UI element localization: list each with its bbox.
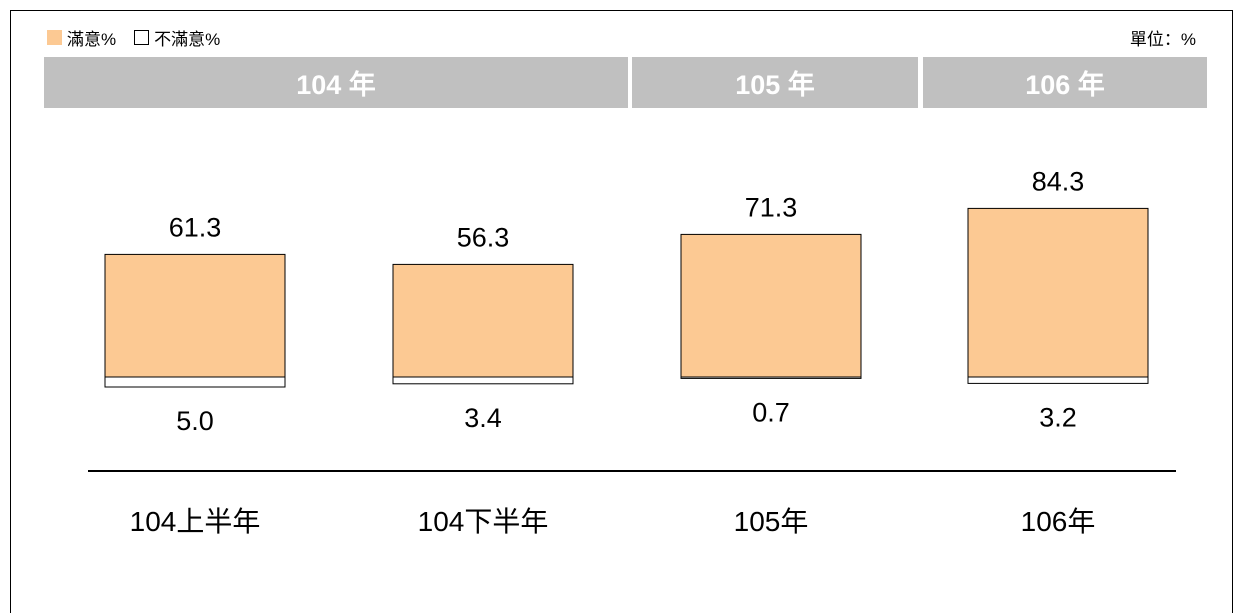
- legend-satisfied-label: 滿意%: [67, 30, 117, 49]
- satisfied-bar: [967, 207, 1149, 378]
- unsatisfied-bar: [967, 376, 1149, 384]
- legend: 滿意% 不滿意%: [47, 25, 238, 50]
- legend-item-satisfied: 滿意%: [47, 25, 116, 50]
- unsatisfied-bar: [104, 376, 286, 388]
- satisfied-swatch: [47, 30, 62, 45]
- unsatisfied-swatch: [134, 30, 150, 45]
- unsatisfied-bar: [680, 376, 862, 379]
- legend-unsatisfied-label: 不滿意%: [154, 30, 221, 49]
- unit-label: 單位：%: [1129, 30, 1196, 49]
- satisfied-value-label: 71.3: [745, 192, 798, 222]
- satisfied-value-label: 61.3: [169, 212, 222, 242]
- unsatisfied-bar: [392, 376, 574, 385]
- unsatisfied-value-label: 3.2: [1039, 402, 1077, 432]
- year-header-104: 104 年: [44, 57, 628, 108]
- satisfied-bar: [680, 233, 862, 378]
- year-header-105: 105 年: [632, 57, 918, 108]
- category-label: 104下半年: [418, 506, 549, 537]
- satisfied-bar: [392, 263, 574, 378]
- category-label: 104上半年: [130, 506, 261, 537]
- satisfied-value-label: 56.3: [457, 222, 510, 252]
- unsatisfied-value-label: 0.7: [752, 397, 790, 427]
- unsatisfied-value-label: 3.4: [464, 403, 502, 433]
- year-header-106: 106 年: [923, 57, 1207, 108]
- category-label: 105年: [734, 506, 809, 537]
- chart-frame: [10, 10, 1233, 613]
- satisfied-value-label: 84.3: [1032, 166, 1085, 196]
- satisfied-bar: [104, 253, 286, 378]
- legend-item-unsatisfied: 不滿意%: [134, 25, 220, 50]
- category-label: 106年: [1021, 506, 1096, 537]
- unsatisfied-value-label: 5.0: [176, 406, 214, 436]
